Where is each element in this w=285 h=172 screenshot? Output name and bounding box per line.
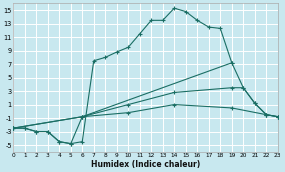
X-axis label: Humidex (Indice chaleur): Humidex (Indice chaleur) <box>91 159 200 169</box>
